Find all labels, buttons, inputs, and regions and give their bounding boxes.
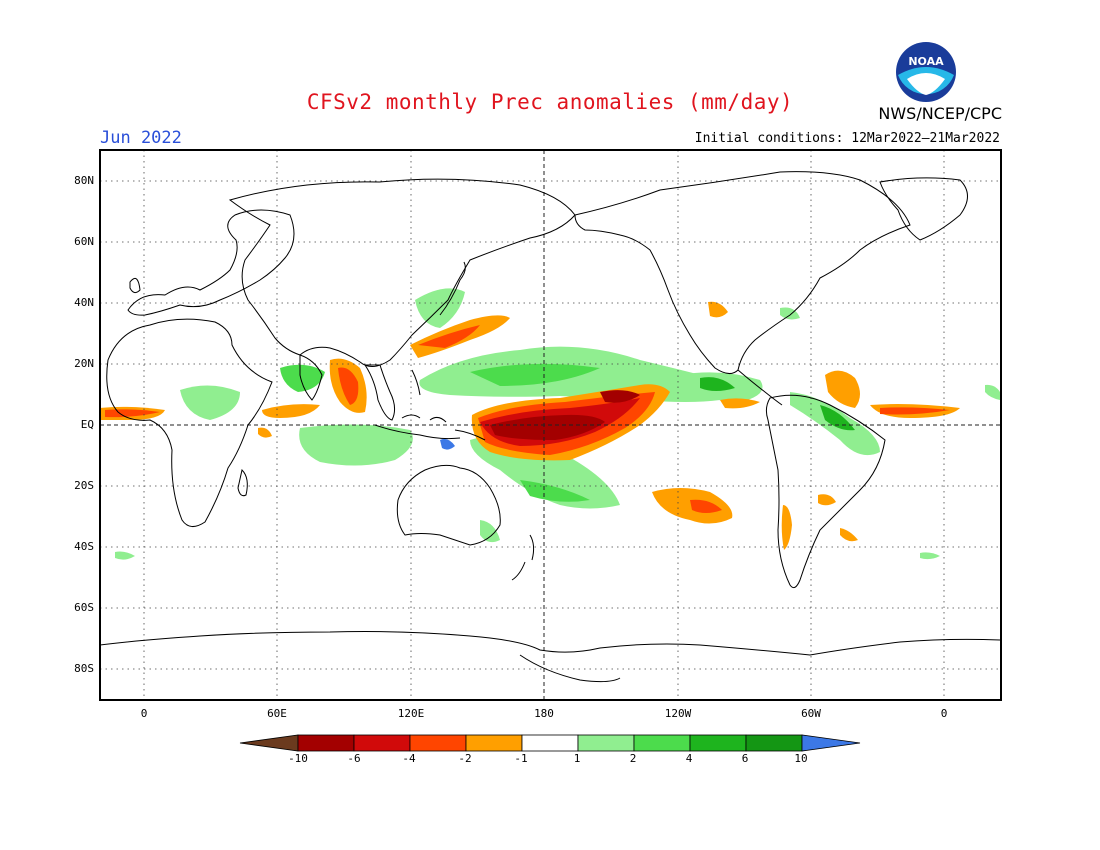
colorbar-swatch (297, 734, 355, 752)
colorbar-label: 2 (629, 752, 637, 765)
agency-label: NWS/NCEP/CPC (878, 104, 1002, 123)
noaa-logo: NOAA (896, 42, 956, 102)
colorbar-label: -2 (458, 752, 472, 765)
lat-label: 40N (74, 296, 94, 309)
coast-north-america (574, 171, 911, 374)
lon-label: 120E (397, 707, 425, 720)
lat-label: 40S (74, 540, 94, 553)
colorbar-label: -4 (402, 752, 416, 765)
reference-lines (100, 150, 1000, 700)
colorbar-arrow-low (239, 734, 299, 752)
colorbar-swatch (465, 734, 523, 752)
colorbar-arrow-high (801, 734, 861, 752)
map-frame (99, 149, 1002, 701)
lon-label: 180 (534, 707, 554, 720)
lat-label: 80S (74, 662, 94, 675)
colorbar-swatch (689, 734, 747, 752)
lat-label: 80N (74, 174, 94, 187)
colorbar-label: 10 (794, 752, 808, 765)
lat-label: 20N (74, 357, 94, 370)
colorbar-label: -1 (514, 752, 528, 765)
noaa-logo-text: NOAA (908, 55, 944, 68)
coast-asia (228, 178, 576, 367)
colorbar-swatch (577, 734, 635, 752)
lon-label: 0 (140, 707, 148, 720)
colorbar-label: -10 (288, 752, 308, 765)
map-title: CFSv2 monthly Prec anomalies (mm/day) (306, 90, 794, 114)
lat-label: 20S (74, 479, 94, 492)
lon-label: 60E (267, 707, 287, 720)
lon-label: 120W (664, 707, 692, 720)
lat-label: 60N (74, 235, 94, 248)
coast-antarctica (101, 631, 1000, 656)
lon-label: 60W (801, 707, 821, 720)
forecast-month: Jun 2022 (100, 128, 182, 148)
coastlines (101, 171, 1000, 683)
colorbar-swatch (521, 734, 579, 752)
coast-south-america (765, 394, 886, 589)
coast-australia (396, 464, 501, 546)
colorbar-swatch (409, 734, 467, 752)
colorbar-label: 4 (685, 752, 693, 765)
colorbar-label: -6 (347, 752, 361, 765)
colorbar (239, 734, 861, 752)
lat-label: EQ (80, 418, 94, 431)
colorbar-swatch (353, 734, 411, 752)
colorbar-label: 6 (741, 752, 749, 765)
coast-africa (106, 318, 273, 527)
lon-label: 0 (940, 707, 948, 720)
coast-europe (127, 209, 295, 316)
colorbar-swatch (745, 734, 803, 752)
anomaly-shading (101, 288, 1000, 560)
initial-conditions: Initial conditions: 12Mar2022–21Mar2022 (694, 131, 1000, 146)
lat-label: 60S (74, 601, 94, 614)
colorbar-swatch (633, 734, 691, 752)
colorbar-label: 1 (573, 752, 581, 765)
